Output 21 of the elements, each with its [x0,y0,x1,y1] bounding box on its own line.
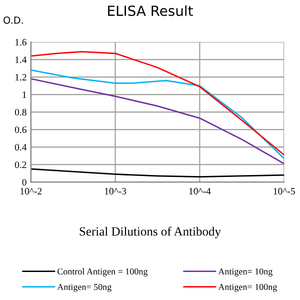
line-series [30,168,284,178]
legend-label: Control Antigen = 100ng [58,268,148,276]
chart-title: ELISA Result [108,5,193,16]
x-tick-label: 10^-3 [104,188,126,194]
y-tick-label: 0.6 [14,126,26,134]
y-tick-label: 1.4 [15,56,27,64]
legend-label: Antigen= 10ng [218,268,272,276]
legend-label: Antigen= 100ng [218,284,277,292]
y-tick-label: 0.2 [14,161,26,168]
x-tick-label: 10^-2 [20,188,42,194]
x-tick-label: 10^-5 [274,188,295,194]
x-axis-title: Serial Dilutions of Antibody [80,226,221,238]
y-tick-label: 1 [22,91,26,98]
y-tick-label: 0.8 [14,108,26,116]
y-tick-label: 1.6 [15,38,26,46]
y-tick-label: 0.4 [14,144,27,151]
x-tick-label: 10^-4 [189,188,211,194]
y-axis-title: O.D. [4,16,23,24]
y-tick-label: 0 [22,179,26,186]
y-tick-label: 1.2 [15,74,26,81]
legend-label: Antigen= 50ng [57,284,112,292]
